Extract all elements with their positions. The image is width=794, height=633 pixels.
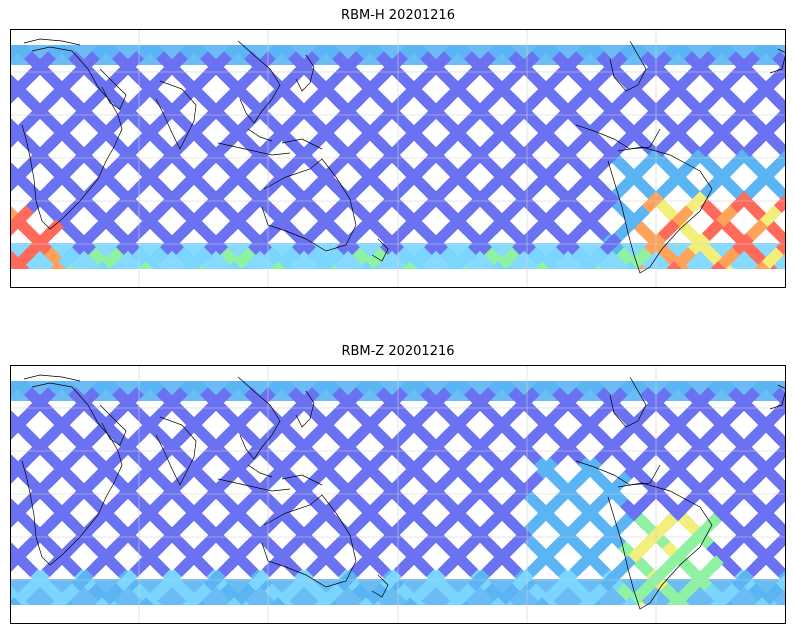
coastline bbox=[261, 158, 357, 252]
panel-title-bottom: RBM-Z 20201216 bbox=[341, 344, 455, 359]
coastline bbox=[217, 478, 291, 492]
coastline bbox=[237, 376, 281, 460]
coastline bbox=[99, 404, 127, 446]
coastlines bbox=[21, 38, 786, 274]
swath-segment bbox=[772, 51, 786, 73]
swath-segment bbox=[768, 135, 786, 161]
swath-map-bottom bbox=[10, 365, 786, 624]
coastline bbox=[21, 46, 123, 230]
coastline bbox=[609, 40, 647, 92]
coastline bbox=[247, 464, 273, 478]
coastline bbox=[21, 382, 123, 566]
coastline bbox=[769, 48, 786, 74]
swath-segment bbox=[768, 471, 786, 497]
panel-title-top: RBM-H 20201216 bbox=[341, 8, 455, 23]
coastline bbox=[575, 124, 661, 150]
graticule bbox=[10, 365, 786, 624]
coastline bbox=[99, 68, 127, 110]
coastline bbox=[607, 482, 713, 610]
coastline bbox=[237, 40, 281, 124]
coastline bbox=[155, 416, 197, 486]
swath-layer bbox=[10, 45, 786, 269]
coastline bbox=[23, 374, 81, 382]
map-frame bbox=[10, 365, 786, 624]
coastline bbox=[247, 128, 273, 142]
coastline bbox=[607, 146, 713, 274]
swath-map-top bbox=[10, 29, 786, 288]
coastline bbox=[575, 460, 661, 486]
coastline bbox=[295, 54, 315, 92]
swath-segment bbox=[10, 79, 28, 105]
coastline bbox=[155, 80, 197, 150]
graticule bbox=[10, 29, 786, 288]
coastline bbox=[23, 38, 81, 46]
coastline bbox=[371, 574, 389, 598]
coastline bbox=[371, 238, 389, 262]
swath-segment bbox=[772, 387, 786, 409]
map-frame bbox=[10, 29, 786, 288]
coastline bbox=[769, 384, 786, 410]
coastline bbox=[261, 494, 357, 588]
coastline bbox=[281, 138, 323, 150]
coastline bbox=[295, 390, 315, 428]
coastlines bbox=[21, 374, 786, 610]
coastline bbox=[217, 142, 291, 156]
coastline bbox=[281, 474, 323, 486]
coastline bbox=[609, 376, 647, 428]
swath-segment bbox=[10, 415, 28, 441]
